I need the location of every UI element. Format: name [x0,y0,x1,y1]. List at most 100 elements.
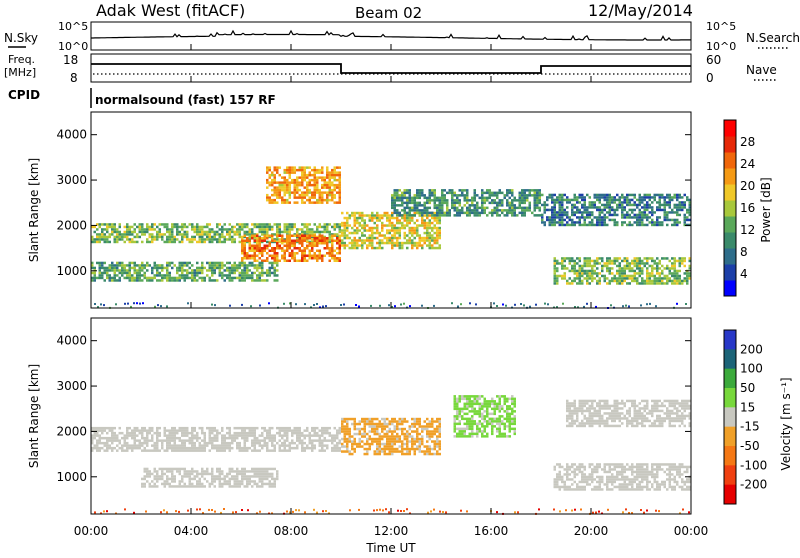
velocity-cell [464,435,467,438]
power-cell [99,274,102,277]
velocity-cell [314,439,317,442]
velocity-cell [184,427,187,430]
velocity-cell [354,420,357,423]
power-cell [529,204,532,207]
power-cell [369,237,372,240]
velocity-cell [456,415,459,418]
power-cell [544,201,547,204]
power-cell [221,267,224,270]
velocity-cell [271,468,274,471]
velocity-cell [384,418,387,421]
power-cell [481,197,484,200]
power-cell [386,237,389,240]
velocity-cell [289,442,292,445]
velocity-cell [411,448,414,451]
power-cell [361,232,364,235]
power-cell [394,217,397,220]
power-cell [644,194,647,197]
power-cell [171,236,174,239]
power-cell [119,231,122,234]
power-cell [684,260,687,263]
velocity-cell [371,425,374,428]
power-cell [324,184,327,187]
velocity-cell [426,428,429,431]
power-cell [319,196,322,199]
velocity-cell [416,440,419,443]
velocity-cell [269,485,272,488]
power-cell [601,219,604,222]
velocity-cell [134,444,137,447]
velocity-cell [311,447,314,450]
velocity-cell [354,425,357,428]
power-cell [214,233,217,236]
velocity-cell [194,475,197,478]
power-cell [136,241,139,244]
power-cell [109,264,112,267]
velocity-cell [229,473,232,476]
power-cell [386,232,389,235]
power-cell [664,216,667,219]
velocity-cell [464,413,467,416]
velocity-cell [264,473,267,476]
velocity-cell [149,429,152,432]
power-cell [489,192,492,195]
power-cell [279,235,282,238]
power-cell [504,194,507,197]
power-cell [551,214,554,217]
power-cell [144,228,147,231]
power-cell [629,270,632,273]
velocity-cell [389,443,392,446]
velocity-cell [186,447,189,450]
power-cell [306,237,309,240]
power-cell [259,267,262,270]
power-cell [409,222,412,225]
power-cell [199,269,202,272]
power-cell [334,171,337,174]
velocity-cell [421,428,424,431]
power-cell [429,222,432,225]
velocity-cell [399,450,402,453]
power-cell [326,252,329,255]
power-cell [609,214,612,217]
power-cell [274,174,277,177]
power-cell [246,269,249,272]
velocity-cell [239,427,242,430]
velocity-cell [326,427,329,430]
power-cell [486,207,489,210]
velocity-cell [364,453,367,456]
power-cell [176,226,179,229]
power-cell [496,209,499,212]
power-cell [324,231,327,234]
velocity-cell [169,447,172,450]
velocity-cell [429,433,432,436]
power-cell [279,231,282,234]
power-cell [629,224,632,227]
power-cell [134,223,137,226]
power-cell [184,231,187,234]
velocity-cell [219,449,222,452]
velocity-cell [369,445,372,448]
power-cell [99,264,102,267]
velocity-cell [169,432,172,435]
velocity-cell [144,485,147,488]
velocity-cell [254,442,257,445]
power-cell [449,192,452,195]
power-cell [269,226,272,229]
velocity-cell [471,410,474,413]
power-cell [616,209,619,212]
power-cell [281,235,284,238]
power-cell [199,267,202,270]
power-cell [416,242,419,245]
velocity-cell [269,480,272,483]
power-cell [564,214,567,217]
power-cell [474,189,477,192]
power-cell [231,231,234,234]
power-cell [171,238,174,241]
power-cell [269,201,272,204]
power-cell [366,237,369,240]
power-cell [179,279,182,282]
velocity-cell [319,449,322,452]
power-cell [459,202,462,205]
power-cell [146,279,149,282]
power-cell [601,216,604,219]
